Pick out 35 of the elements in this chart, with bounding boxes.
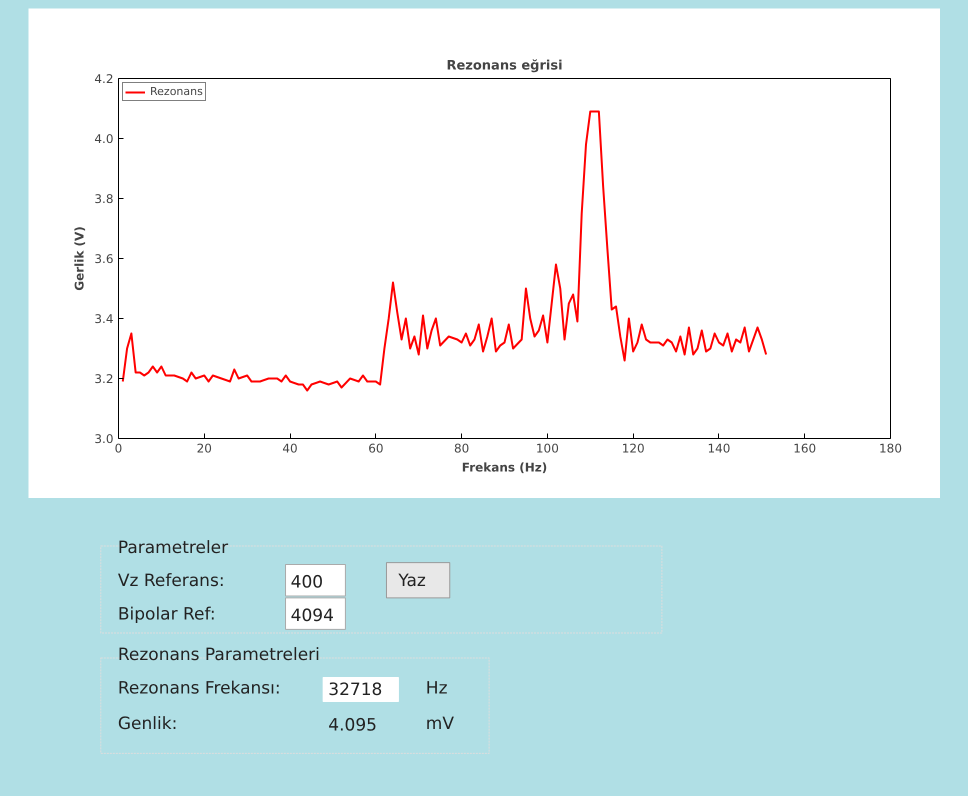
x-tick-label: 0 (114, 442, 122, 456)
text: 400 (290, 572, 324, 593)
y-tick-label: 4.0 (94, 132, 114, 146)
x-axis-title: Frekans (Hz) (462, 460, 548, 474)
text: Parametreler (118, 538, 228, 558)
x-tick-label: 60 (368, 442, 384, 456)
x-tick-label: 140 (707, 442, 730, 456)
text: mV (426, 714, 454, 734)
x-tick-label: 120 (622, 442, 645, 456)
x-tick-label: 20 (196, 442, 212, 456)
text: 32718 (328, 680, 382, 700)
y-tick-label: 3.8 (94, 192, 114, 206)
text: Vz Referans: (118, 571, 225, 592)
text: Rezonans Frekansı: (118, 678, 281, 699)
x-tick-label: 80 (454, 442, 470, 456)
x-tick-label: 100 (536, 442, 559, 456)
x-tick-label: 40 (282, 442, 298, 456)
legend-label: Rezonans (150, 85, 203, 98)
line-series (122, 110, 768, 392)
x-tick-label: 180 (879, 442, 902, 456)
y-tick-label: 3.6 (94, 252, 114, 266)
text: Genlik: (118, 714, 178, 734)
text: Bipolar Ref: (118, 604, 216, 624)
y-tick-label: 3.2 (94, 372, 114, 386)
y-tick-label: 3.4 (94, 312, 114, 326)
chart-title: Rezonans eğrisi (446, 58, 563, 74)
y-tick-label: 4.2 (94, 72, 114, 86)
text: 4094 (290, 606, 334, 626)
x-tick-label: 160 (793, 442, 816, 456)
text: Yaz (397, 571, 426, 592)
text: 4.095 (328, 715, 377, 736)
text: Rezonans Parametreleri (118, 645, 320, 666)
y-axis-title: Gerlik (V) (72, 226, 86, 291)
y-tick-label: 3.0 (94, 432, 114, 446)
text: Hz (426, 678, 448, 699)
